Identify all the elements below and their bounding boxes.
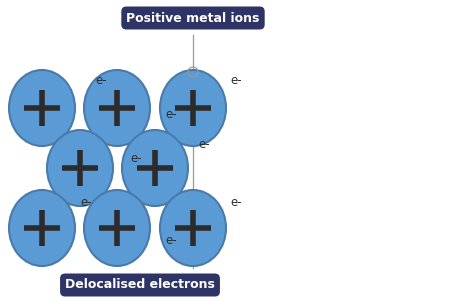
Text: e-: e- <box>165 108 176 121</box>
Text: e-: e- <box>165 233 176 246</box>
Text: Positive metal ions: Positive metal ions <box>126 11 259 24</box>
Ellipse shape <box>160 190 225 266</box>
Ellipse shape <box>84 190 150 266</box>
Ellipse shape <box>9 70 75 146</box>
Text: e-: e- <box>80 197 91 210</box>
Ellipse shape <box>122 130 188 206</box>
Text: e-: e- <box>230 73 241 86</box>
Ellipse shape <box>9 190 75 266</box>
Text: e-: e- <box>130 152 141 165</box>
Text: e-: e- <box>230 197 241 210</box>
Text: e-: e- <box>198 139 209 152</box>
Text: Delocalised electrons: Delocalised electrons <box>65 278 214 291</box>
Ellipse shape <box>160 70 225 146</box>
Ellipse shape <box>47 130 113 206</box>
Ellipse shape <box>84 70 150 146</box>
Text: e-: e- <box>95 73 106 86</box>
